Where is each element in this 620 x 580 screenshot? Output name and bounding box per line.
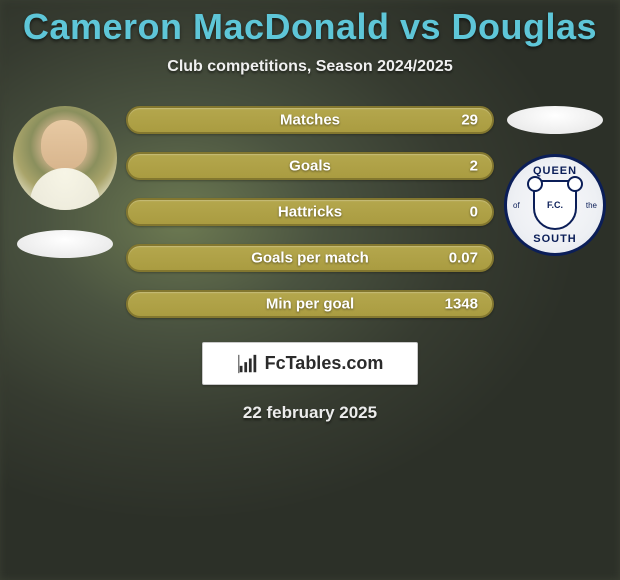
main-row: Matches 29 Goals 2 Hattricks 0 Goals per…: [0, 106, 620, 318]
brand-text: FcTables.com: [265, 353, 384, 374]
stat-row-goals-per-match: Goals per match 0.07: [126, 244, 494, 272]
stat-value: 2: [470, 158, 478, 175]
crest-text-top: QUEEN: [533, 165, 577, 177]
stat-value: 0: [470, 204, 478, 221]
crest-text-left: of: [513, 201, 520, 210]
stat-label: Matches: [280, 112, 340, 129]
page-title: Cameron MacDonald vs Douglas: [0, 6, 620, 48]
crest-core-text: F.C.: [547, 200, 563, 210]
left-player-column: [10, 106, 120, 258]
stat-row-hattricks: Hattricks 0: [126, 198, 494, 226]
stats-column: Matches 29 Goals 2 Hattricks 0 Goals per…: [120, 106, 500, 318]
player-avatar-left: [13, 106, 117, 210]
subtitle: Club competitions, Season 2024/2025: [0, 58, 620, 76]
stat-row-goals: Goals 2: [126, 152, 494, 180]
stat-value: 29: [461, 112, 478, 129]
comparison-card: Cameron MacDonald vs Douglas Club compet…: [0, 0, 620, 423]
crest-text-bottom: SOUTH: [533, 233, 577, 245]
club-crest-right: QUEEN of F.C. the SOUTH: [504, 154, 606, 256]
stat-row-min-per-goal: Min per goal 1348: [126, 290, 494, 318]
date-line: 22 february 2025: [0, 403, 620, 423]
stat-label: Hattricks: [278, 204, 342, 221]
stat-label: Min per goal: [266, 296, 354, 313]
team-badge-right-top: [507, 106, 603, 134]
stat-label: Goals: [289, 158, 331, 175]
stat-value: 1348: [445, 296, 478, 313]
team-badge-left: [17, 230, 113, 258]
stat-label: Goals per match: [251, 250, 369, 267]
crest-text-right: the: [586, 201, 597, 210]
stat-value: 0.07: [449, 250, 478, 267]
bar-chart-icon: [237, 353, 259, 375]
brand-badge[interactable]: FcTables.com: [202, 342, 418, 385]
right-player-column: QUEEN of F.C. the SOUTH: [500, 106, 610, 256]
stat-row-matches: Matches 29: [126, 106, 494, 134]
crest-core: F.C.: [533, 180, 577, 230]
